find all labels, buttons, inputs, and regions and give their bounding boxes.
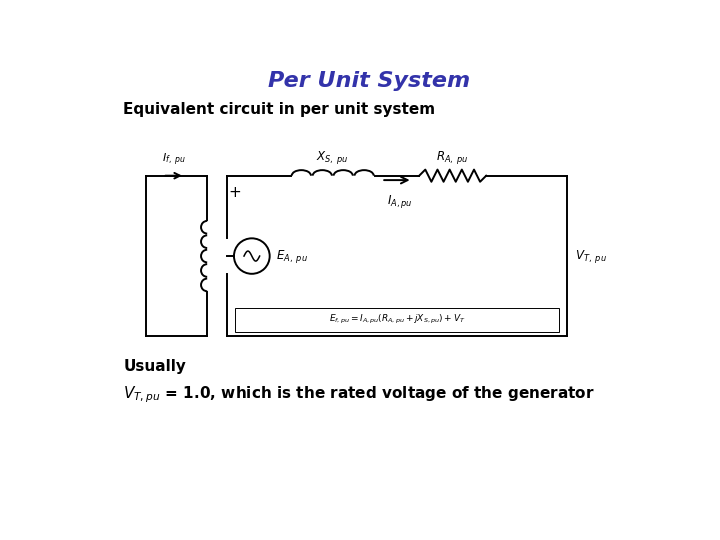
Text: $\mathit{E}_{f,pu} = \mathit{I}_{A,pu}(\mathit{R}_{A,pu} + j\mathit{X}_{S,pu})+\: $\mathit{E}_{f,pu} = \mathit{I}_{A,pu}(\… (328, 313, 465, 326)
Text: Usually: Usually (124, 360, 186, 374)
Text: $V_{T,\ pu}$: $V_{T,\ pu}$ (575, 247, 608, 265)
Bar (235, 308, 559, 332)
Text: $V_{T,pu}$ = 1.0, which is the rated voltage of the generator: $V_{T,pu}$ = 1.0, which is the rated vol… (124, 384, 595, 405)
Text: Per Unit System: Per Unit System (268, 71, 470, 91)
Text: $X_{S,\ pu}$: $X_{S,\ pu}$ (316, 148, 349, 166)
Text: $E_{A,\ pu}$: $E_{A,\ pu}$ (276, 247, 308, 265)
Text: $I_{f,\ pu}$: $I_{f,\ pu}$ (162, 152, 186, 168)
Text: $R_{A,\ pu}$: $R_{A,\ pu}$ (436, 148, 469, 166)
Text: Equivalent circuit in per unit system: Equivalent circuit in per unit system (124, 102, 436, 117)
Text: +: + (229, 185, 241, 200)
Text: $I_{A,pu}$: $I_{A,pu}$ (387, 193, 413, 211)
